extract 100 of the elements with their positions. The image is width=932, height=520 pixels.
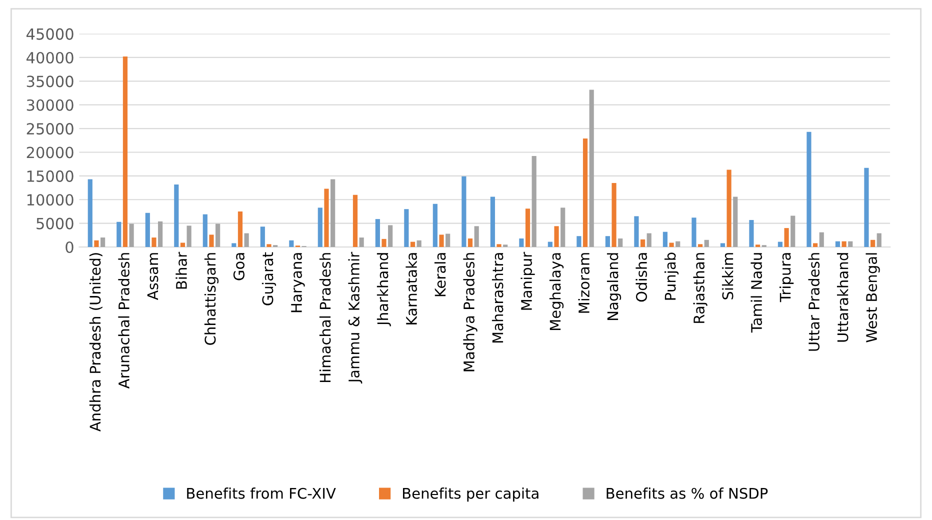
x-tick-label: Uttar Pradesh [808, 253, 820, 351]
bar [209, 234, 214, 247]
x-tick-label: Goa [233, 253, 244, 280]
bar [548, 242, 552, 247]
bar [216, 224, 220, 247]
bar [232, 243, 236, 247]
bar [726, 170, 732, 247]
bar [634, 216, 639, 247]
bar [733, 196, 738, 247]
x-tick-label: Nagaland [606, 253, 622, 320]
bar [462, 176, 466, 247]
bar [813, 243, 818, 247]
bar [152, 238, 156, 247]
bar [589, 90, 594, 247]
bar [145, 212, 150, 247]
bar [158, 221, 163, 247]
x-tick-label: Mizoram [578, 253, 590, 313]
y-tick-label: 25000 [26, 123, 74, 135]
bar [468, 238, 473, 247]
bar [676, 241, 680, 247]
x-tick-label: Tamil Nadu [750, 253, 762, 333]
legend-label: Benefits as % of NSDP [606, 488, 768, 499]
y-tick-label: 35000 [26, 76, 74, 88]
y-tick-label: 0 [66, 241, 74, 254]
x-tick-label: Tripura [779, 253, 794, 302]
x-tick-label: Assam [147, 253, 158, 300]
x-tick-label: Sikkim [722, 253, 734, 300]
bar [352, 194, 358, 247]
bar [238, 211, 243, 247]
bar [490, 196, 495, 247]
bar [704, 240, 709, 247]
y-tick-label: 20000 [26, 146, 74, 158]
bar [876, 233, 882, 247]
x-tick-label: Rajasthan [693, 253, 708, 323]
bar [496, 244, 502, 247]
x-tick-label: Jammu & Kashmir [348, 252, 362, 384]
bar [446, 234, 450, 247]
bar [560, 208, 566, 247]
bar [848, 241, 853, 247]
bar [819, 232, 824, 247]
bar [404, 209, 409, 247]
bar [582, 138, 588, 247]
bar [266, 244, 272, 247]
bar [519, 238, 524, 247]
bar [474, 226, 479, 247]
bar [432, 204, 438, 247]
x-tick-label: Bihar [176, 252, 187, 289]
bar [388, 225, 393, 247]
x-tick-label: Jharkhand [376, 253, 391, 326]
bar [116, 222, 122, 247]
bar [532, 156, 536, 247]
x-tick-label: Manipur [520, 252, 535, 310]
bar [88, 179, 92, 247]
x-tick-label: Arunachal Pradesh [118, 253, 130, 389]
legend-label: Benefits per capita [403, 488, 538, 502]
bar [669, 242, 674, 247]
bar [100, 238, 106, 247]
bar [749, 220, 754, 247]
x-tick-label: Maharashtra [492, 253, 504, 343]
x-tick-label: Meghalaya [549, 253, 564, 330]
x-tick-label: Haryana [291, 253, 305, 312]
bar [330, 179, 336, 247]
bar [784, 228, 789, 247]
bar [244, 233, 249, 247]
bar [790, 216, 796, 247]
bar [359, 238, 364, 247]
bar [842, 241, 846, 247]
legend-label: Benefits from FC-XIV [187, 488, 336, 499]
bar [180, 242, 186, 247]
y-tick-label: 40000 [26, 52, 74, 64]
bar [576, 236, 582, 247]
bar [94, 240, 99, 247]
bar [870, 240, 876, 247]
bar [662, 232, 668, 247]
x-tick-label: Gujarat [262, 252, 276, 306]
x-tick-label: Punjab [664, 252, 679, 300]
bar [806, 132, 812, 247]
y-tick-label: 5000 [36, 218, 74, 230]
bar [835, 241, 840, 247]
bar [382, 238, 386, 247]
bar [410, 242, 416, 247]
bar [318, 208, 322, 247]
y-tick-label: 45000 [26, 28, 74, 40]
bar [122, 56, 128, 247]
bar [612, 183, 616, 247]
bar [698, 244, 703, 247]
bar [525, 208, 530, 247]
y-tick-label: 10000 [27, 194, 74, 206]
bar [646, 233, 652, 247]
bar [289, 240, 294, 247]
bar [324, 188, 329, 247]
bar [554, 226, 559, 247]
bar [174, 184, 179, 247]
bar [640, 239, 646, 247]
bar [129, 224, 134, 247]
x-tick-label: Karnataka [406, 253, 417, 324]
bar [692, 218, 696, 247]
y-tick-label: 15000 [27, 170, 74, 182]
bar [202, 214, 208, 247]
bar [260, 226, 265, 247]
